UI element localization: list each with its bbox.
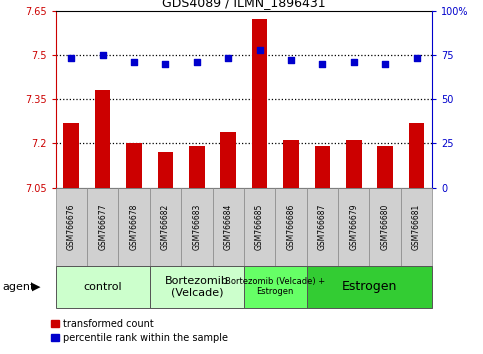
Bar: [126, 143, 142, 188]
Bar: [307, 266, 432, 308]
Point: [382, 61, 389, 67]
Bar: [377, 146, 393, 188]
Bar: [409, 123, 425, 188]
Point: [68, 56, 75, 61]
Text: Bortezomib
(Velcade): Bortezomib (Velcade): [165, 276, 229, 298]
Point: [350, 59, 357, 65]
Bar: [220, 132, 236, 188]
Text: GSM766679: GSM766679: [349, 203, 358, 250]
Text: GSM766678: GSM766678: [129, 203, 139, 250]
Bar: [244, 188, 275, 266]
Point: [412, 56, 420, 61]
Point: [319, 61, 327, 67]
Text: Estrogen: Estrogen: [342, 280, 397, 293]
Bar: [150, 266, 244, 308]
Bar: [283, 141, 299, 188]
Text: GSM766681: GSM766681: [412, 204, 421, 250]
Bar: [401, 188, 432, 266]
Bar: [181, 188, 213, 266]
Text: GSM766682: GSM766682: [161, 204, 170, 250]
Bar: [95, 90, 111, 188]
Bar: [369, 188, 401, 266]
Text: ▶: ▶: [32, 282, 41, 292]
Bar: [189, 146, 205, 188]
Bar: [63, 123, 79, 188]
Bar: [56, 188, 87, 266]
Text: control: control: [84, 282, 122, 292]
Bar: [150, 188, 181, 266]
Point: [193, 59, 201, 65]
Point: [161, 61, 170, 67]
Title: GDS4089 / ILMN_1896431: GDS4089 / ILMN_1896431: [162, 0, 326, 10]
Bar: [314, 146, 330, 188]
Legend: transformed count, percentile rank within the sample: transformed count, percentile rank withi…: [51, 319, 228, 343]
Text: GSM766686: GSM766686: [286, 203, 296, 250]
Point: [256, 47, 264, 52]
Bar: [346, 141, 362, 188]
Point: [287, 57, 295, 63]
Text: GSM766687: GSM766687: [318, 203, 327, 250]
Text: GSM766683: GSM766683: [192, 203, 201, 250]
Text: GSM766680: GSM766680: [381, 203, 390, 250]
Text: GSM766685: GSM766685: [255, 203, 264, 250]
Bar: [252, 19, 268, 188]
Text: GSM766676: GSM766676: [67, 203, 76, 250]
Bar: [157, 152, 173, 188]
Bar: [244, 266, 307, 308]
Point: [99, 52, 107, 58]
Bar: [213, 188, 244, 266]
Bar: [56, 266, 150, 308]
Text: GSM766684: GSM766684: [224, 203, 233, 250]
Point: [130, 59, 138, 65]
Bar: [338, 188, 369, 266]
Text: Bortezomib (Velcade) +
Estrogen: Bortezomib (Velcade) + Estrogen: [225, 277, 326, 296]
Bar: [118, 188, 150, 266]
Bar: [307, 188, 338, 266]
Text: GSM766677: GSM766677: [98, 203, 107, 250]
Point: [224, 56, 232, 61]
Bar: [275, 188, 307, 266]
Text: agent: agent: [2, 282, 35, 292]
Bar: [87, 188, 118, 266]
